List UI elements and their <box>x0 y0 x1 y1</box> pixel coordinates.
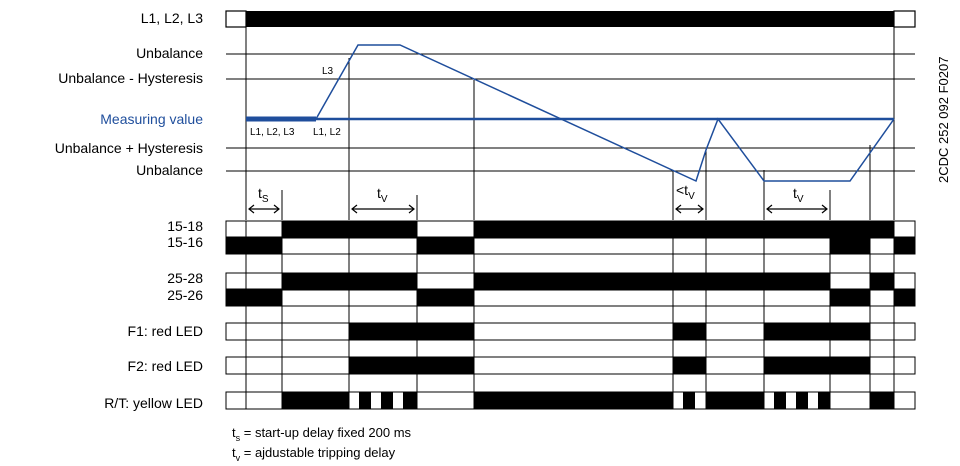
label-l1-l2-l3: L1, L2, L3 <box>141 10 203 26</box>
label-unbalance-plus-hysteresis: Unbalance + Hysteresis <box>55 140 203 156</box>
footnote-tv: tv = ajdustable tripping delay <box>232 445 396 463</box>
label-relay-15-16: 15-16 <box>167 234 203 250</box>
threshold-lines <box>226 53 915 172</box>
tv-label-short: <tV <box>676 182 695 202</box>
relay-25-28-row <box>225 272 916 290</box>
footnote-ts: ts = start-up delay fixed 200 ms <box>232 425 412 443</box>
annotation-l3: L3 <box>322 66 334 77</box>
label-relay-25-26: 25-26 <box>167 287 203 303</box>
tv-label-2: tV <box>793 185 804 205</box>
annotation-l1-l2: L1, L2 <box>313 127 341 138</box>
label-rt-yellow-led: R/T: yellow LED <box>104 395 203 411</box>
relay-15-16-row <box>225 237 916 255</box>
supply-bar <box>225 10 916 28</box>
figure-code: 2CDC 252 092 F0207 <box>936 57 951 183</box>
f1-red-led-row <box>225 322 916 341</box>
rt-yellow-led-row <box>225 391 916 410</box>
label-measuring-value: Measuring value <box>100 111 203 127</box>
interval-markers <box>248 204 828 214</box>
ts-label: tS <box>258 185 269 205</box>
label-unbalance-minus-hysteresis: Unbalance - Hysteresis <box>58 70 203 86</box>
label-relay-15-18: 15-18 <box>167 218 203 234</box>
label-f1-red-led: F1: red LED <box>128 323 203 339</box>
label-f2-red-led: F2: red LED <box>128 358 203 374</box>
event-lines <box>245 27 895 220</box>
label-unbalance-bottom: Unbalance <box>136 162 203 178</box>
relay-15-18-row <box>225 220 916 238</box>
relay-25-26-row <box>225 289 916 307</box>
annotation-l1-l2-l3: L1, L2, L3 <box>250 127 295 138</box>
row-separators <box>245 221 895 409</box>
tv-label-1: tV <box>377 185 388 205</box>
label-relay-25-28: 25-28 <box>167 270 203 286</box>
f2-red-led-row <box>225 356 916 375</box>
label-unbalance-top: Unbalance <box>136 45 203 61</box>
measuring-value-trace <box>246 44 895 183</box>
